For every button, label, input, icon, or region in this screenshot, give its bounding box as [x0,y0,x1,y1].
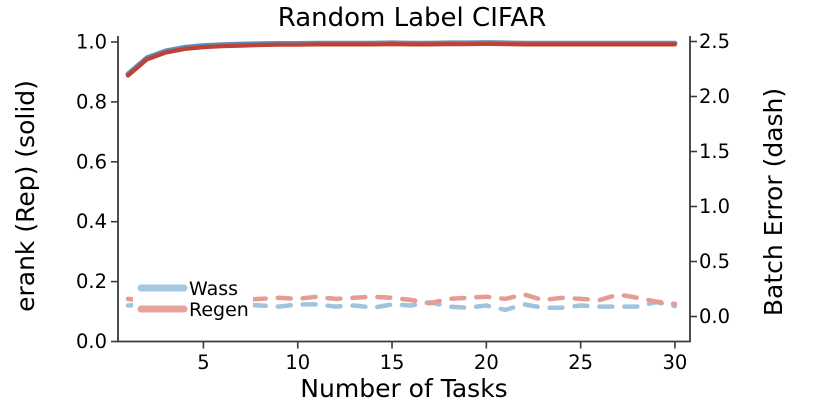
left-y-tick-label: 0.4 [76,210,107,233]
left-y-tick-label: 1.0 [76,31,107,54]
x-axis-label: Number of Tasks [300,374,507,403]
left-y-tick-label: 0.2 [76,270,107,293]
x-axis-ticks: 5 10 15 20 25 30 [197,341,688,374]
right-y-axis-label: Batch Error (dash) [759,88,788,316]
right-y-axis-ticks: 0.0 0.5 1.0 1.5 2.0 2.5 [690,30,730,328]
legend-label: Wass [189,278,238,300]
right-y-tick-label: 1.0 [699,195,730,218]
right-y-tick-label: 0.0 [699,305,730,328]
legend-box [133,271,253,327]
series-line-regen-batch-error [125,292,678,307]
x-tick-label: 30 [663,351,688,374]
dashed-series-lines [125,292,678,313]
x-tick-label: 15 [380,351,405,374]
right-y-tick-label: 2.5 [699,30,730,53]
left-y-axis-label: erank (Rep) (solid) [11,80,40,312]
axes-spines [117,36,691,343]
left-y-tick-label: 0.6 [76,150,107,173]
left-y-tick-label: 0.0 [76,330,107,353]
right-y-tick-label: 1.5 [699,140,730,163]
series-line-wass-batch-error [125,299,678,313]
left-y-tick-label: 0.8 [76,90,107,113]
x-tick-label: 10 [285,351,310,374]
right-y-tick-label: 0.5 [699,250,730,273]
right-y-tick-label: 2.0 [699,85,730,108]
left-y-axis-ticks: 0.0 0.2 0.4 0.6 0.8 1.0 [76,31,118,353]
x-tick-label: 5 [197,351,209,374]
series-line-regen-erank-rep- [125,41,678,78]
solid-series-lines [125,40,678,78]
x-tick-label: 25 [568,351,593,374]
chart-title: Random Label CIFAR [278,3,547,33]
x-tick-label: 20 [474,351,499,374]
legend-label: Regen [189,299,249,321]
